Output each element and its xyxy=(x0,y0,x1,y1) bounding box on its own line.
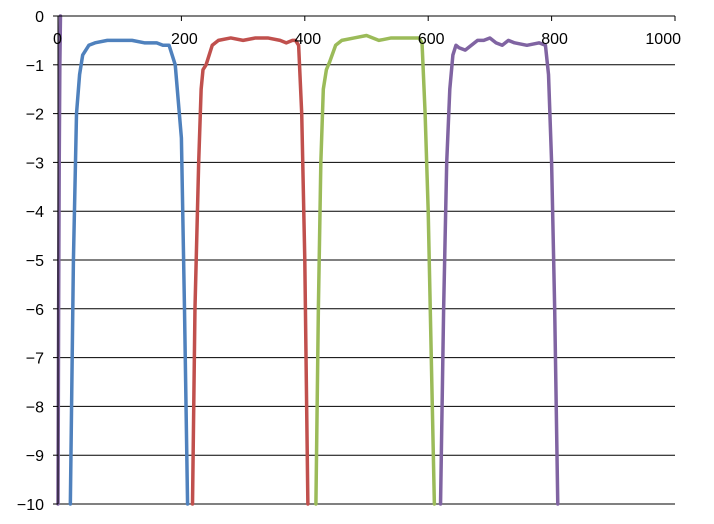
x-tick-label: 400 xyxy=(294,31,321,48)
x-tick-label: 1000 xyxy=(645,31,681,48)
y-tick-label: −4 xyxy=(26,204,44,221)
series-line-4 xyxy=(438,36,560,506)
x-tick-label: 200 xyxy=(171,31,198,48)
y-tick-label: −3 xyxy=(26,155,44,172)
y-tick-label: −6 xyxy=(26,302,44,319)
axes xyxy=(53,15,676,505)
x-tick-label: 800 xyxy=(541,31,568,48)
y-tick-label: −9 xyxy=(26,448,44,465)
tick-labels: 0 200 400 600 800 1000 0 −1 −2 −3 −4 −5 −6 −7 −8 −9 −10 xyxy=(17,9,681,514)
gridlines xyxy=(58,64,675,505)
y-tick-label: −2 xyxy=(26,107,44,124)
series-line-1 xyxy=(68,38,190,506)
x-tick-label: 600 xyxy=(418,31,445,48)
y-tick-label: 0 xyxy=(35,9,44,26)
series-lines xyxy=(56,14,560,506)
y-tick-label: −10 xyxy=(17,497,44,514)
y-tick-label: −5 xyxy=(26,253,44,270)
x-tick-label: 0 xyxy=(53,31,62,48)
series-line-3 xyxy=(314,33,437,506)
y-tick-label: −1 xyxy=(26,58,44,75)
series-line-2 xyxy=(190,36,310,506)
y-tick-label: −8 xyxy=(26,399,44,416)
y-tick-label: −7 xyxy=(26,351,44,368)
